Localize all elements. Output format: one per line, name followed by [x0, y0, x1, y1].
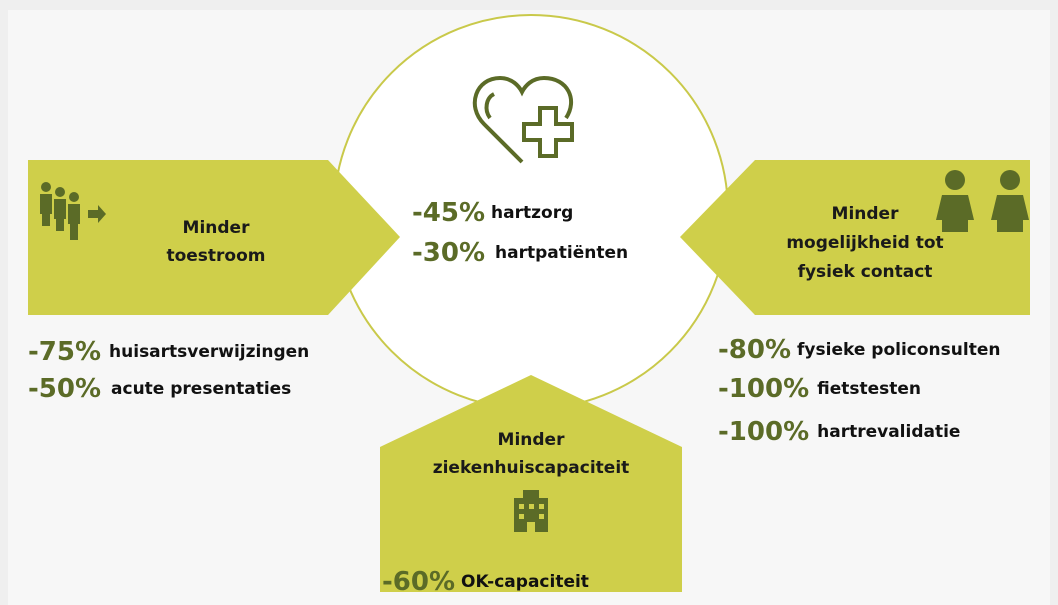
stat: -75% huisartsverwijzingen — [28, 337, 309, 367]
stat-value: -80% — [718, 335, 791, 365]
right-title: Minder — [832, 204, 900, 224]
stat-label: hartzorg — [491, 203, 573, 223]
stat-label: acute presentaties — [111, 379, 291, 399]
stat-label: hartrevalidatie — [817, 422, 960, 442]
bottom-title: Minder — [498, 430, 566, 450]
stat-label: hartpatiënten — [495, 243, 628, 263]
stat: -30% hartpatiënten — [412, 238, 628, 268]
stat-label: huisartsverwijzingen — [109, 342, 309, 362]
stat-label: fietstesten — [817, 379, 921, 399]
people-icon — [40, 182, 106, 240]
bottom-title: ziekenhuiscapaciteit — [433, 458, 630, 478]
stat: -60% OK-capaciteit — [382, 567, 589, 597]
stat: -80% fysieke policonsulten — [718, 335, 1000, 365]
right-title: fysiek contact — [798, 262, 933, 282]
stat-value: -100% — [718, 417, 809, 447]
stat-label: OK-capaciteit — [461, 572, 589, 592]
stat-value: -100% — [718, 374, 809, 404]
stat-value: -30% — [412, 238, 485, 268]
stat: -100% fietstesten — [718, 374, 921, 404]
left-title: toestroom — [166, 246, 265, 266]
stat-value: -50% — [28, 374, 101, 404]
stat: -100% hartrevalidatie — [718, 417, 960, 447]
bottom-house — [380, 375, 682, 592]
heart-icon — [472, 75, 574, 164]
stat-value: -45% — [412, 198, 485, 228]
stat-value: -60% — [382, 567, 455, 597]
left-arrow — [28, 160, 400, 315]
stat: -45% hartzorg — [412, 198, 573, 228]
stat-label: fysieke policonsulten — [797, 340, 1000, 360]
stat-value: -75% — [28, 337, 101, 367]
left-title: Minder — [183, 218, 251, 238]
right-title: mogelijkheid tot — [786, 233, 943, 253]
stat: -50% acute presentaties — [28, 374, 291, 404]
contact-icon — [936, 170, 1029, 232]
hospital-icon — [514, 490, 548, 532]
